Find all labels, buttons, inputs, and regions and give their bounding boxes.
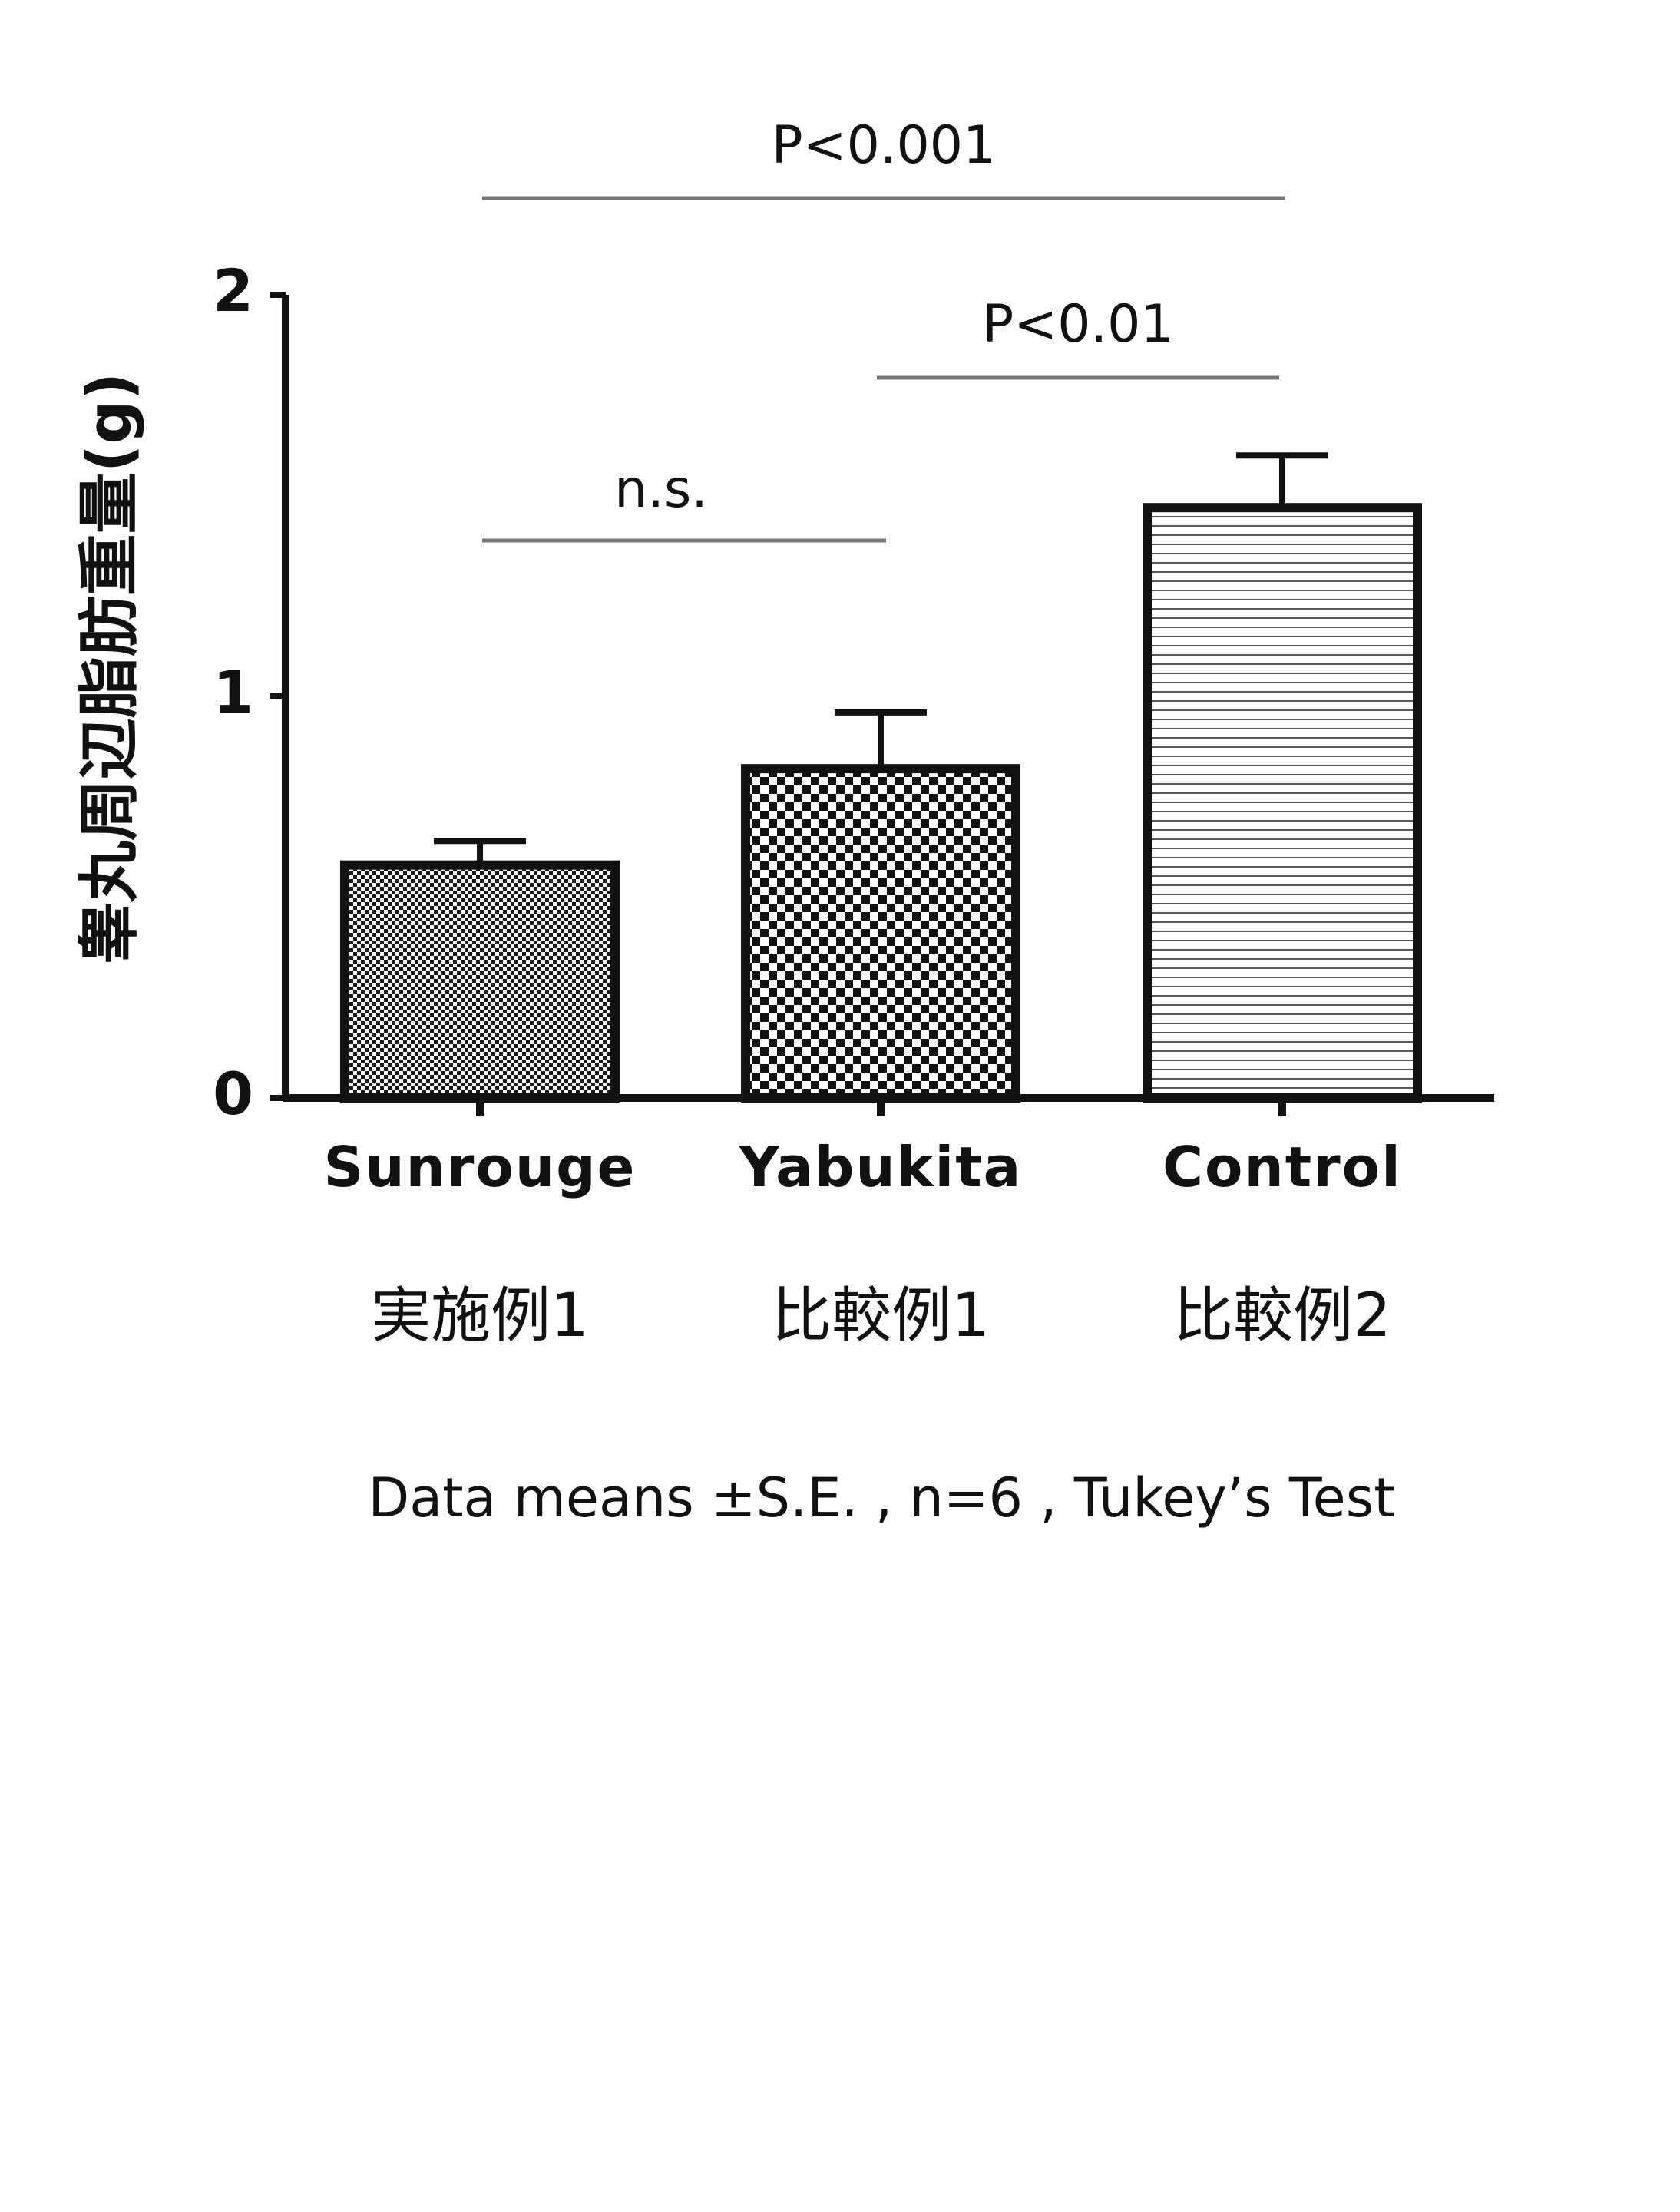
y-tick-label: 0 [213,1060,253,1128]
category-sublabel: 比較例2 [1173,1281,1391,1351]
category-sublabel: 比較例1 [772,1281,990,1351]
footnote: Data means ±S.E. , n=6 , Tukey’s Test [368,1466,1394,1529]
significance-annotations: P<0.001 P<0.01 n.s. [482,115,1285,541]
category-label: Yabukita [739,1135,1022,1199]
category-label: Sunrouge [324,1135,637,1199]
category-labels: Sunrouge 実施例1 Yabukita 比較例1 Control 比較例2 [324,1098,1402,1351]
bar-control [1147,508,1417,1098]
bar-yabukita [746,769,1016,1098]
y-tick-label: 2 [213,256,253,325]
bar-sunrouge [345,865,615,1098]
category-sublabel: 実施例1 [371,1281,589,1351]
y-axis-label: 睾丸周辺脂肪重量(g) [74,372,145,964]
bars [345,455,1417,1098]
y-axis-ticks: 0 1 2 [213,256,286,1128]
category-label: Control [1162,1135,1402,1199]
significance-label: n.s. [614,459,708,520]
significance-label: P<0.01 [982,294,1173,355]
y-tick-label: 1 [213,658,253,726]
significance-label: P<0.001 [772,115,997,176]
